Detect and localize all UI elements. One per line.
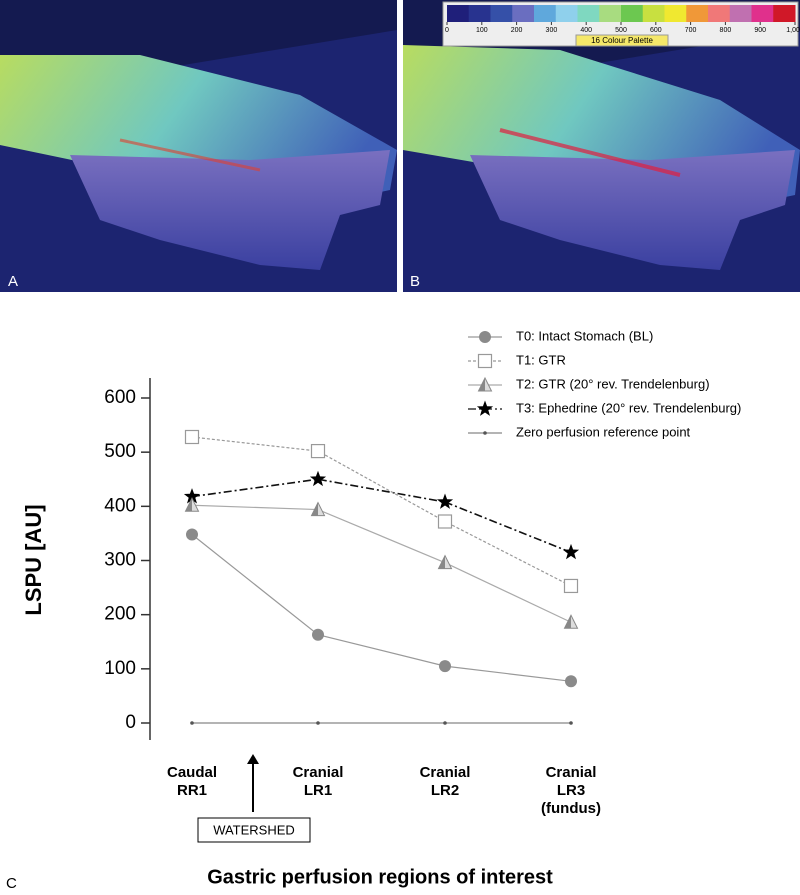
legend-marker-shade <box>478 378 485 391</box>
palette-swatch <box>642 5 665 22</box>
y-tick-label: 500 <box>104 441 136 462</box>
y-tick-label: 200 <box>104 604 136 625</box>
marker <box>569 721 573 725</box>
palette-swatch <box>686 5 709 22</box>
legend-label: Zero perfusion reference point <box>516 424 691 439</box>
marker <box>439 660 451 673</box>
palette-tick-label: 600 <box>650 27 662 34</box>
palette-swatch <box>599 5 622 22</box>
marker-shade <box>311 502 318 516</box>
palette-tick-label: 1,000 <box>786 27 800 34</box>
marker-shade <box>438 555 445 569</box>
palette-swatch <box>490 5 513 22</box>
marker <box>310 443 326 459</box>
marker <box>309 470 327 487</box>
legend-marker <box>483 431 487 435</box>
y-tick-label: 300 <box>104 550 136 571</box>
marker <box>183 488 201 504</box>
x-tick-label: Cranial LR1 <box>292 764 344 799</box>
arrow-head <box>247 754 259 764</box>
image-b <box>403 0 800 292</box>
marker <box>184 429 200 445</box>
palette-swatch <box>621 5 644 22</box>
x-tick-label: Caudal RR1 <box>166 764 217 799</box>
y-axis-title: LSPU [AU] <box>21 504 46 615</box>
palette-title-box <box>575 34 669 47</box>
y-tick-label: 100 <box>104 658 136 679</box>
x-axis-title: Gastric perfusion regions of interest <box>207 866 553 888</box>
y-tick-label: 400 <box>104 495 136 516</box>
legend-label: T0: Intact Stomach (BL) <box>516 328 653 343</box>
palette-swatch <box>447 5 470 22</box>
palette-tick-label: 100 <box>476 27 488 34</box>
palette-tick-label: 0 <box>445 27 449 34</box>
series-line <box>191 478 572 554</box>
legend-marker <box>479 331 491 343</box>
palette-title: 16 Colour Palette <box>591 36 653 45</box>
panel-label: B <box>410 273 420 290</box>
marker <box>562 543 580 560</box>
marker <box>565 675 577 688</box>
marker-shade <box>185 498 192 512</box>
series-line <box>191 534 572 682</box>
marker <box>437 514 453 529</box>
panel-label: A <box>8 273 18 290</box>
palette-swatch <box>555 5 578 22</box>
palette-tick-label: 400 <box>580 27 592 34</box>
marker <box>436 493 454 509</box>
palette-swatch <box>751 5 774 22</box>
x-tick-label: Cranial LR2 <box>419 764 471 799</box>
y-tick-label: 600 <box>104 387 136 408</box>
panel-label: C <box>6 875 17 892</box>
marker <box>316 721 320 725</box>
series-line <box>191 504 572 623</box>
palette-swatch <box>534 5 557 22</box>
legend-label: T1: GTR <box>516 352 566 367</box>
palette-swatch <box>729 5 752 22</box>
legend-marker <box>477 353 493 369</box>
palette-swatch <box>773 5 796 22</box>
palette-tick-label: 700 <box>685 27 697 34</box>
marker <box>312 628 324 641</box>
image-a <box>0 0 397 292</box>
palette-tick-label: 500 <box>615 27 627 34</box>
palette-swatch <box>577 5 600 22</box>
palette-tick-label: 900 <box>754 27 766 34</box>
marker-shade <box>564 615 571 629</box>
y-tick-label: 0 <box>125 712 136 733</box>
palette-swatch <box>512 5 535 22</box>
legend-label: T2: GTR (20° rev. Trendelenburg) <box>516 376 710 391</box>
marker <box>186 528 198 541</box>
annotation: WATERSHED <box>213 822 295 837</box>
palette-tick-label: 200 <box>511 27 523 34</box>
palette-swatch <box>708 5 731 22</box>
marker <box>443 721 447 725</box>
series-line <box>191 436 572 587</box>
marker <box>563 578 579 594</box>
palette-swatch <box>468 5 491 22</box>
legend-label: T3: Ephedrine (20° rev. Trendelenburg) <box>516 400 741 415</box>
palette-swatch <box>664 5 687 22</box>
palette-tick-label: 800 <box>720 27 732 34</box>
annotation-box <box>197 817 311 843</box>
x-tick-label: Cranial LR3 (fundus) <box>541 764 601 817</box>
palette-tick-label: 300 <box>546 27 558 34</box>
marker <box>190 721 194 725</box>
legend-marker <box>476 400 494 416</box>
